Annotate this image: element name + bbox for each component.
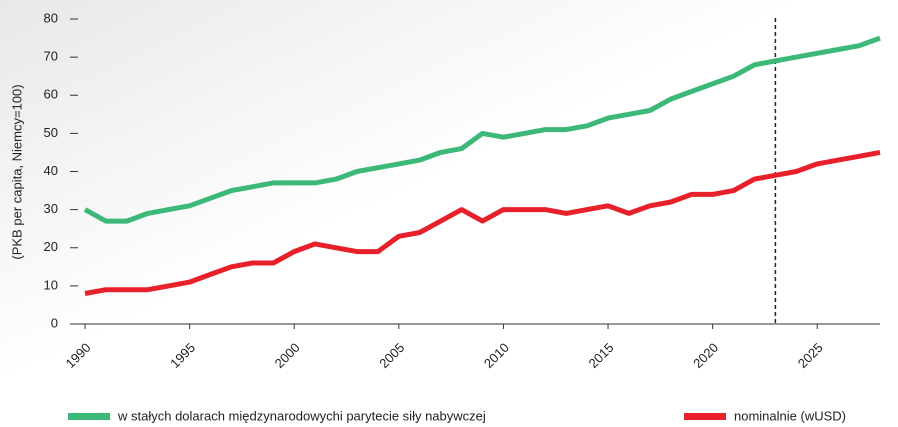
- y-tick-label: 80: [44, 10, 58, 25]
- y-tick-label: 40: [44, 163, 58, 178]
- series-line: [83, 35, 881, 224]
- legend-label: nominalnie (wUSD): [734, 408, 846, 423]
- y-tick-label: 60: [44, 87, 58, 102]
- y-tick-label: 20: [44, 239, 58, 254]
- y-tick-label: 10: [44, 277, 58, 292]
- series-line: [84, 149, 881, 296]
- y-axis-label: (PKB per capita, Niemcy=100): [9, 84, 24, 259]
- y-tick-label: 0: [51, 315, 58, 330]
- legend-swatch: [684, 413, 726, 420]
- legend-label: w stałych dolarach międzynarodowychi par…: [117, 408, 486, 423]
- y-tick-label: 50: [44, 125, 58, 140]
- y-tick-label: 30: [44, 201, 58, 216]
- y-tick-label: 70: [44, 49, 58, 64]
- legend-swatch: [68, 413, 110, 420]
